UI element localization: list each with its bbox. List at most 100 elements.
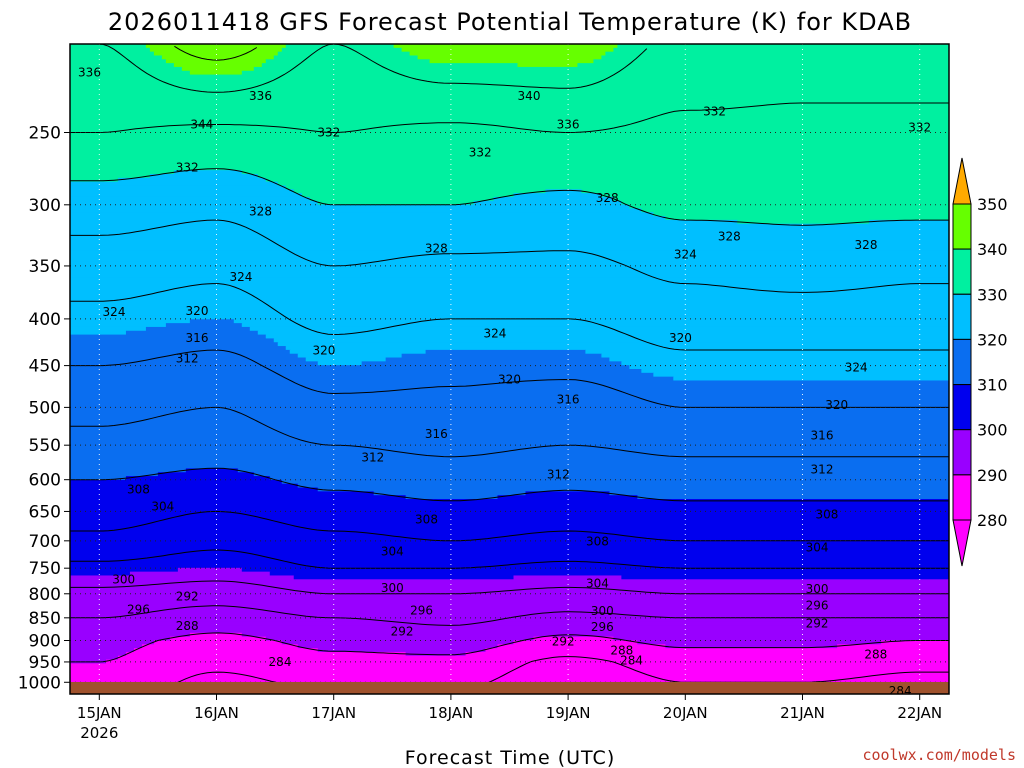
contour-label-324: 324 bbox=[103, 305, 126, 319]
contour-label-312: 312 bbox=[811, 463, 834, 477]
contour-band-cell bbox=[173, 170, 243, 175]
contour-band-cell bbox=[173, 63, 263, 68]
contour-band-cell bbox=[70, 361, 319, 366]
contour-band-cell bbox=[70, 441, 949, 447]
y-tick-label-900: 900 bbox=[29, 632, 61, 652]
x-tick-sublabel-15JAN: 2026 bbox=[80, 724, 118, 742]
contour-band-cell bbox=[70, 277, 949, 282]
contour-band-cell bbox=[70, 319, 191, 324]
contour-line-342 bbox=[174, 44, 565, 61]
contour-label-312: 312 bbox=[176, 352, 199, 366]
contour-label-308: 308 bbox=[586, 534, 609, 548]
x-axis-label: Forecast Time (UTC) bbox=[405, 747, 615, 768]
contour-band-cell bbox=[869, 219, 949, 225]
contour-band-cell bbox=[393, 44, 618, 49]
contour-band-cell bbox=[545, 189, 583, 194]
x-tick-label-20JAN: 20JAN bbox=[663, 704, 708, 722]
contour-band-cell bbox=[189, 632, 243, 638]
contour-band-cell bbox=[70, 430, 949, 435]
contour-band-cell bbox=[70, 47, 151, 53]
x-tick-label-21JAN: 21JAN bbox=[780, 704, 825, 722]
contour-band-cell bbox=[70, 625, 949, 630]
contour-band-cell bbox=[70, 414, 949, 420]
contour-band-cell bbox=[70, 116, 949, 122]
contour-band-cell bbox=[637, 495, 949, 500]
chart-title: 2026011418 GFS Forecast Potential Temper… bbox=[108, 8, 912, 36]
x-axis: 15JAN 2026 16JAN 17JAN 18JAN 19JAN 20JAN 21JAN 2… bbox=[77, 694, 942, 742]
colorbar-segment-280-290 bbox=[952, 474, 972, 521]
contour-band-cell bbox=[373, 491, 527, 496]
contour-band-cell bbox=[145, 44, 287, 49]
contour-band-cell bbox=[257, 174, 949, 179]
contour-label-340: 340 bbox=[518, 89, 541, 103]
contour-label-316: 316 bbox=[557, 392, 580, 406]
contour-band-cell bbox=[70, 560, 949, 565]
contour-band-cell bbox=[70, 204, 630, 210]
contour-label-288: 288 bbox=[864, 647, 887, 661]
x-tick-label-16JAN: 16JAN bbox=[194, 704, 239, 722]
contour-band-cell bbox=[125, 476, 271, 481]
contour-band-cell bbox=[70, 365, 630, 370]
contour-band-cell bbox=[473, 200, 622, 206]
contour-band-cell bbox=[70, 97, 949, 102]
contour-line-318 bbox=[70, 349, 949, 408]
dotted-gridlines bbox=[70, 44, 949, 694]
contour-band-cell bbox=[70, 281, 949, 286]
contour-band-cell bbox=[70, 239, 949, 244]
contour-band-cell bbox=[125, 651, 407, 657]
colorbar-label-320: 320 bbox=[977, 330, 1008, 349]
contour-label-328: 328 bbox=[718, 230, 741, 244]
contour-band-cell bbox=[70, 651, 127, 657]
contour-band-cell bbox=[613, 47, 949, 53]
contour-band-cell bbox=[513, 193, 602, 198]
contour-label-292: 292 bbox=[806, 616, 829, 630]
contour-band-cell bbox=[70, 109, 949, 114]
contour-band-cell bbox=[285, 346, 949, 351]
contour-label-300: 300 bbox=[806, 582, 829, 596]
contour-band-cell bbox=[70, 384, 949, 389]
contour-band-cell bbox=[70, 86, 949, 91]
contour-band-cell bbox=[70, 464, 949, 470]
contour-band-cell bbox=[70, 590, 949, 596]
contour-band-cell bbox=[261, 63, 519, 68]
contour-band-cell bbox=[70, 139, 949, 145]
contour-band-cell bbox=[70, 579, 949, 584]
contour-band-cell bbox=[70, 112, 949, 118]
contour-label-320: 320 bbox=[669, 331, 692, 345]
contour-band-cell bbox=[70, 342, 279, 347]
contour-band-cell bbox=[281, 479, 949, 485]
contour-band-cell bbox=[70, 51, 155, 57]
contour-label-312: 312 bbox=[361, 450, 384, 464]
contour-band-cell bbox=[70, 82, 949, 87]
contour-band-cell bbox=[401, 353, 602, 359]
contour-band-cell bbox=[837, 644, 949, 649]
contour-band-cell bbox=[70, 487, 319, 492]
contour-band-cell bbox=[157, 472, 255, 477]
contour-band-cell bbox=[249, 326, 949, 332]
contour-band-cell bbox=[70, 529, 949, 535]
contour-band-cell bbox=[70, 63, 175, 68]
x-tick-label-18JAN: 18JAN bbox=[429, 704, 474, 722]
contour-lines bbox=[70, 44, 949, 694]
contour-band-cell bbox=[70, 288, 949, 294]
contour-label-300: 300 bbox=[381, 581, 404, 595]
contour-band-cell bbox=[70, 326, 147, 332]
contour-band-cell bbox=[70, 265, 949, 271]
contour-label-332: 332 bbox=[317, 126, 340, 140]
contour-label-308: 308 bbox=[815, 508, 838, 522]
contour-band-cell bbox=[361, 361, 622, 366]
contour-band-cell bbox=[70, 437, 949, 443]
colorbar-segment-340-350 bbox=[952, 203, 972, 250]
contour-line-290 bbox=[70, 632, 949, 663]
contour-band-cell bbox=[70, 456, 949, 462]
contour-band-cell bbox=[70, 93, 949, 99]
contour-band-cell bbox=[70, 346, 287, 351]
contour-band-cell bbox=[385, 357, 610, 362]
contour-label-332: 332 bbox=[469, 146, 492, 160]
contour-label-316: 316 bbox=[186, 331, 209, 345]
contour-label-328: 328 bbox=[249, 204, 272, 218]
contour-band-cell bbox=[129, 571, 271, 577]
contour-band-cell bbox=[70, 307, 949, 313]
contour-band-cell bbox=[70, 407, 949, 412]
contour-band-cell bbox=[70, 636, 171, 642]
